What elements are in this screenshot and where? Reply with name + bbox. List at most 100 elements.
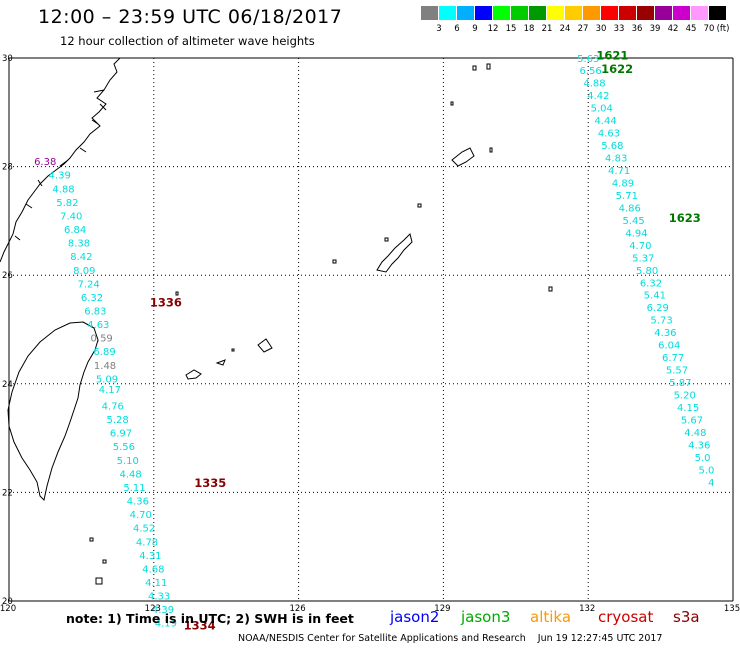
color-scale-swatch	[691, 6, 708, 20]
color-scale-label: 12	[487, 24, 499, 34]
lon-tick-label: 120	[0, 604, 16, 614]
pass-time-label: 1334	[184, 618, 216, 632]
wave-height-value: 6.56	[579, 66, 601, 77]
wave-height-value: 8.42	[70, 252, 92, 263]
wave-height-value: 8.09	[73, 266, 95, 277]
wave-height-value: 4.31	[139, 551, 161, 562]
wave-height-value: 6.32	[81, 293, 103, 304]
small-islands	[89, 63, 553, 585]
color-scale-swatch	[493, 6, 510, 20]
wave-height-value: 4.70	[130, 510, 152, 521]
wave-height-value: 4.70	[629, 241, 651, 252]
wave-height-value: 4.71	[608, 166, 630, 177]
wave-height-value: 5.71	[616, 191, 638, 202]
color-scale-label: 42	[667, 24, 679, 34]
wave-height-value: 4.39	[49, 171, 71, 182]
wave-height-value: 5.41	[644, 291, 666, 302]
color-scale-swatch	[655, 6, 672, 20]
wave-height-value: 4.44	[594, 116, 616, 127]
pass-time-label: 1336	[150, 295, 182, 309]
legend-cryosat: cryosat	[598, 608, 654, 626]
color-scale-swatch	[457, 6, 474, 20]
wave-height-value: 1.48	[94, 361, 116, 372]
wave-height-value: 5.73	[650, 316, 672, 327]
color-scale-label: 70	[703, 24, 715, 34]
wave-height-value: 5.28	[106, 415, 128, 426]
wave-height-value: 4.63	[598, 128, 620, 139]
color-scale-unit: (ft)	[716, 24, 730, 34]
lon-tick-label: 135	[724, 604, 740, 614]
color-scale-label: 6	[454, 24, 460, 34]
lat-tick-label: 30	[2, 54, 13, 64]
color-scale-swatch	[619, 6, 636, 20]
wave-height-value: 4.39	[152, 605, 174, 616]
lat-tick-label: 20	[2, 597, 13, 607]
wave-height-value: 7.24	[78, 279, 100, 290]
wave-height-value: 4.36	[127, 497, 149, 508]
color-scale-label: 30	[595, 24, 607, 34]
wave-height-value: 4.89	[612, 178, 634, 189]
map-subtitle: 12 hour collection of altimeter wave hei…	[60, 34, 315, 48]
note-text: note: 1) Time is in UTC; 2) SWH is in fe…	[66, 611, 354, 626]
pass-time-label: 1623	[669, 211, 701, 225]
color-scale-swatch	[439, 6, 456, 20]
taiwan-coastline	[7, 321, 99, 502]
wave-height-value: 4.94	[625, 228, 647, 239]
wave-height-value: 5.11	[123, 483, 145, 494]
color-scale-swatch	[583, 6, 600, 20]
wave-height-value: 6.04	[658, 341, 680, 352]
wave-height-value: 4.52	[133, 524, 155, 535]
lon-tick-label: 123	[145, 604, 161, 614]
wave-height-value: 4.33	[148, 592, 170, 603]
wave-height-value: 5.20	[674, 391, 696, 402]
color-scale-swatch	[547, 6, 564, 20]
legend-s3a: s3a	[673, 608, 700, 626]
wave-height-value: 5.09	[96, 374, 118, 385]
wave-height-value: 4.19	[155, 619, 177, 630]
wave-height-tracks: 6.38 4.39 4.88 5.82 7.40 6.84 8.38 8.42 8.09 7.24…	[34, 54, 714, 630]
lat-tick-label: 26	[2, 271, 13, 281]
wave-height-value: 4.15	[677, 403, 699, 414]
wave-height-value: 4.78	[136, 537, 158, 548]
lat-lon-grid	[8, 57, 734, 602]
lat-tick-label: 24	[2, 380, 13, 390]
lon-tick-label: 129	[434, 604, 450, 614]
lat-tick-label: 28	[2, 163, 13, 173]
wave-height-value: 4.11	[145, 578, 167, 589]
wave-height-value: 4.88	[583, 78, 605, 89]
wave-height-value: 6.83	[84, 306, 106, 317]
legend-jason2: jason2	[390, 608, 440, 626]
china-coastline-islands	[14, 89, 107, 241]
wave-height-value: 5.80	[636, 266, 658, 277]
color-scale-swatch	[475, 6, 492, 20]
color-scale-swatch	[511, 6, 528, 20]
color-scale-label: 15	[505, 24, 517, 34]
wave-height-value: 4.36	[688, 441, 710, 452]
wave-height-value: 6.77	[662, 353, 684, 364]
lon-tick-label: 126	[289, 604, 305, 614]
axis-labels: 120 123 126 129 132 135 30 28 26 24 22 20	[0, 54, 740, 614]
wave-height-value: 4.48	[684, 428, 706, 439]
wave-height-value: 5.82	[56, 198, 78, 209]
wave-height-value: 4.36	[654, 328, 676, 339]
miyako-yaeyama-islands	[185, 338, 273, 380]
wave-height-value: 4	[708, 478, 714, 489]
okinawa-island	[376, 233, 413, 273]
wave-height-value: 5.68	[601, 141, 623, 152]
pass-time-label: 1621	[596, 48, 628, 62]
wave-height-value: 6.29	[647, 303, 669, 314]
wave-height-value: 4.88	[52, 184, 74, 195]
color-scale-label: 39	[649, 24, 661, 34]
wave-height-value: 5.04	[591, 103, 613, 114]
wave-height-value: 4.48	[119, 469, 141, 480]
lat-tick-label: 22	[2, 488, 13, 498]
color-scale-swatch	[601, 6, 618, 20]
color-scale-label: 18	[523, 24, 535, 34]
wave-height-value: 5.37	[632, 253, 654, 264]
color-scale-swatch	[421, 6, 438, 20]
wave-height-value: 6.38	[34, 157, 56, 168]
wave-height-value: 6.32	[640, 278, 662, 289]
wave-height-value: 8.38	[68, 239, 90, 250]
color-scale-label: 3	[436, 24, 442, 34]
